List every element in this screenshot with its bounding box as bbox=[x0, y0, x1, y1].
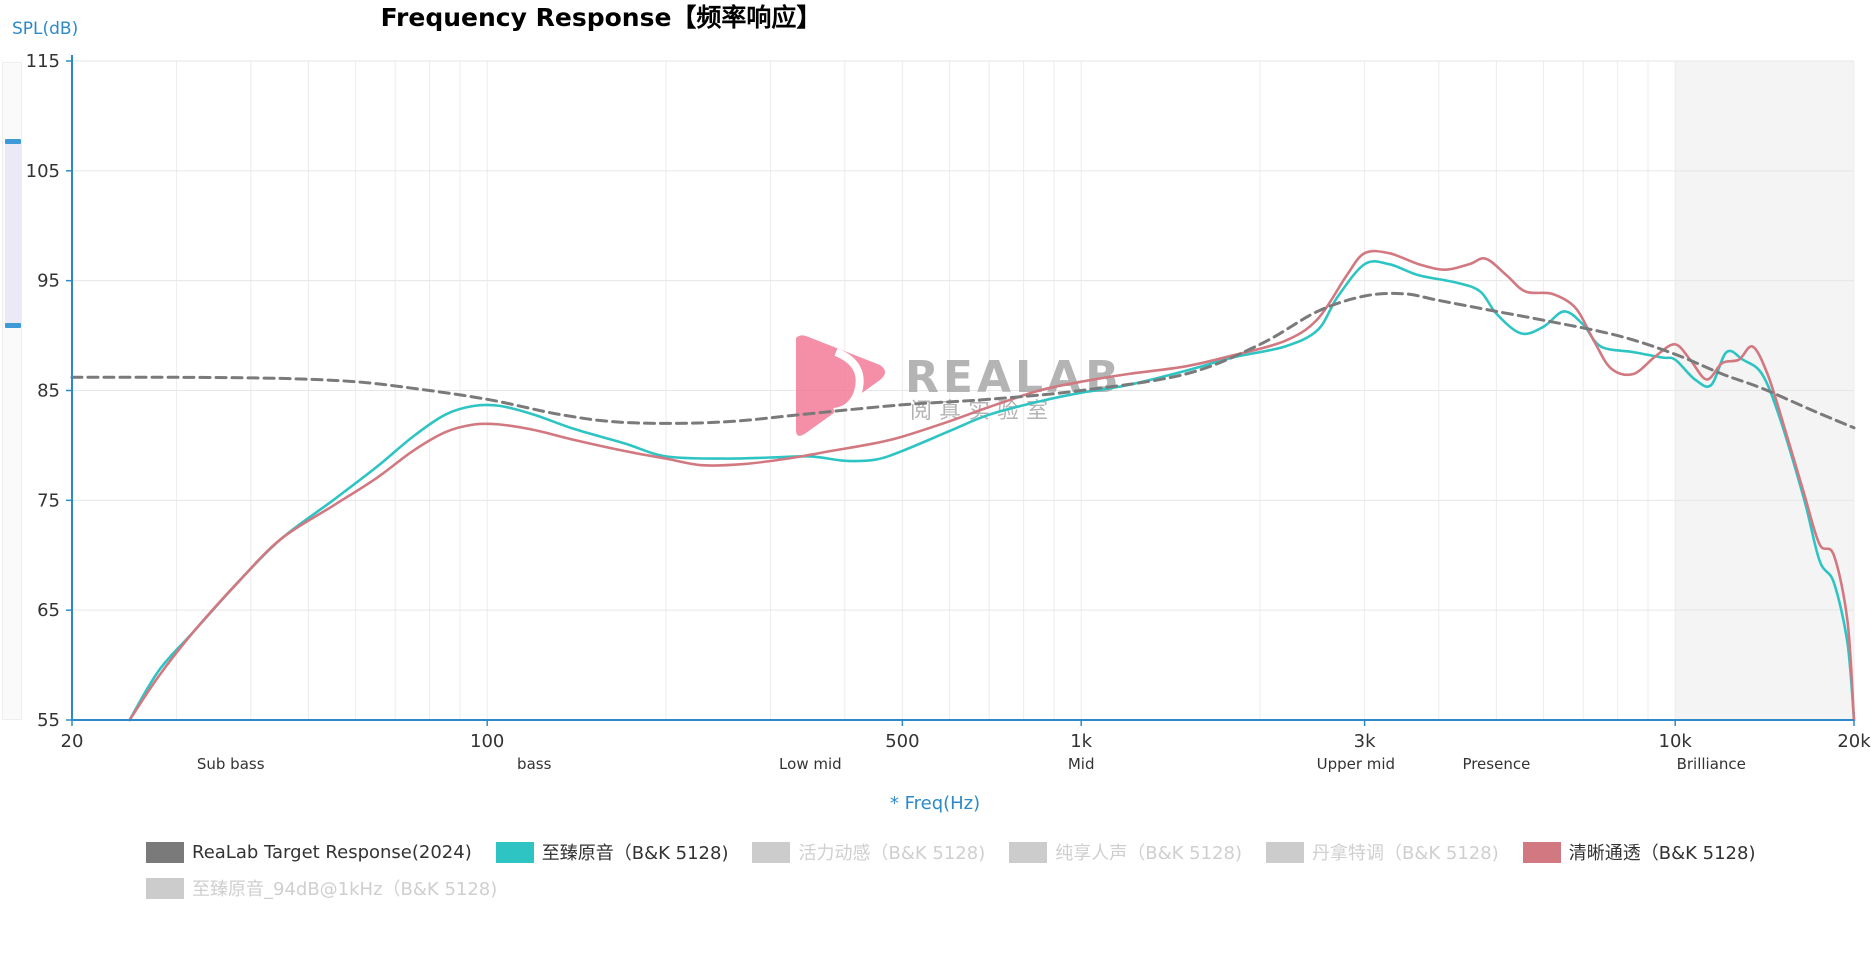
x-tick-label: 100 bbox=[470, 731, 504, 752]
y-tick-label: 85 bbox=[37, 381, 60, 402]
legend-item[interactable]: 至臻原音_94dB@1kHz（B&K 5128) bbox=[146, 875, 497, 901]
legend-swatch bbox=[1522, 841, 1561, 863]
legend-swatch bbox=[495, 841, 534, 863]
band-label: bass bbox=[517, 755, 552, 773]
y-zoom-handle-bottom[interactable] bbox=[5, 323, 21, 328]
y-zoom-slider[interactable] bbox=[2, 62, 22, 720]
legend: ReaLab Target Response(2024) 至臻原音（B&K 512… bbox=[146, 834, 1755, 906]
x-ticks: 20 100 500 1k 3k 10k 20k bbox=[61, 720, 1871, 752]
legend-label: 纯享人声（B&K 5128) bbox=[1055, 843, 1242, 864]
x-tick-label: 1k bbox=[1070, 731, 1092, 752]
legend-swatch bbox=[752, 841, 791, 863]
band-label: Low mid bbox=[779, 755, 842, 773]
legend-item[interactable]: 丹拿特调（B&K 5128) bbox=[1265, 839, 1499, 865]
legend-row: 至臻原音_94dB@1kHz（B&K 5128) bbox=[146, 870, 1746, 906]
y-zoom-handle-top[interactable] bbox=[5, 139, 21, 144]
legend-item[interactable]: 至臻原音（B&K 5128) bbox=[495, 839, 729, 865]
legend-swatch bbox=[1009, 841, 1048, 863]
legend-row: ReaLab Target Response(2024) 至臻原音（B&K 512… bbox=[146, 834, 1755, 870]
legend-label: 清晰通透（B&K 5128) bbox=[1568, 843, 1756, 864]
watermark-play-icon bbox=[796, 335, 885, 436]
y-tick-label: 65 bbox=[37, 600, 60, 621]
band-label: Brilliance bbox=[1677, 755, 1746, 773]
legend-label: 至臻原音_94dB@1kHz（B&K 5128) bbox=[192, 879, 498, 900]
y-tick-label: 115 bbox=[26, 51, 60, 72]
chart-title: Frequency Response【频率响应】 bbox=[381, 3, 822, 32]
y-tick-label: 95 bbox=[37, 271, 60, 292]
legend-swatch bbox=[1265, 841, 1304, 863]
watermark-brand: REALAB bbox=[905, 352, 1123, 403]
x-tick-label: 500 bbox=[885, 731, 919, 752]
legend-item[interactable]: 纯享人声（B&K 5128) bbox=[1009, 839, 1242, 865]
legend-item[interactable]: ReaLab Target Response(2024) bbox=[146, 841, 472, 863]
x-tick-label: 10k bbox=[1659, 731, 1693, 752]
y-tick-label: 105 bbox=[26, 161, 60, 182]
y-zoom-window[interactable] bbox=[5, 141, 21, 325]
legend-label: 活力动感（B&K 5128) bbox=[798, 843, 986, 864]
x-axis-title: * Freq(Hz) bbox=[890, 793, 980, 814]
series-line-5 bbox=[128, 249, 1856, 722]
legend-swatch bbox=[146, 841, 184, 863]
band-label: Sub bass bbox=[197, 755, 265, 773]
legend-label: 至臻原音（B&K 5128) bbox=[541, 843, 729, 864]
series-line-1 bbox=[128, 260, 1856, 722]
band-label: Presence bbox=[1462, 755, 1530, 773]
y-tick-label: 55 bbox=[37, 710, 60, 731]
band-label: Mid bbox=[1068, 755, 1095, 773]
x-tick-label: 20 bbox=[61, 731, 84, 752]
y-axis-title: SPL(dB) bbox=[12, 19, 78, 39]
legend-label: ReaLab Target Response(2024) bbox=[192, 841, 472, 863]
legend-swatch bbox=[146, 877, 184, 899]
y-ticks: 115 105 95 85 75 65 55 bbox=[26, 51, 72, 731]
series-layer bbox=[70, 249, 1856, 722]
band-labels: Sub bass bass Low mid Mid Upper mid Presence B… bbox=[197, 755, 1746, 773]
legend-item[interactable]: 清晰通透（B&K 5128) bbox=[1522, 839, 1756, 865]
band-label: Upper mid bbox=[1317, 755, 1396, 773]
realab-watermark: REALAB 阅 真 实 验 室 bbox=[796, 335, 1123, 436]
legend-item[interactable]: 活力动感（B&K 5128) bbox=[752, 839, 985, 865]
x-tick-label: 3k bbox=[1354, 731, 1376, 752]
x-tick-label: 20k bbox=[1837, 731, 1871, 752]
series-line-0 bbox=[70, 291, 1856, 430]
legend-label: 丹拿特调（B&K 5128) bbox=[1311, 843, 1499, 864]
y-tick-label: 75 bbox=[37, 490, 60, 511]
